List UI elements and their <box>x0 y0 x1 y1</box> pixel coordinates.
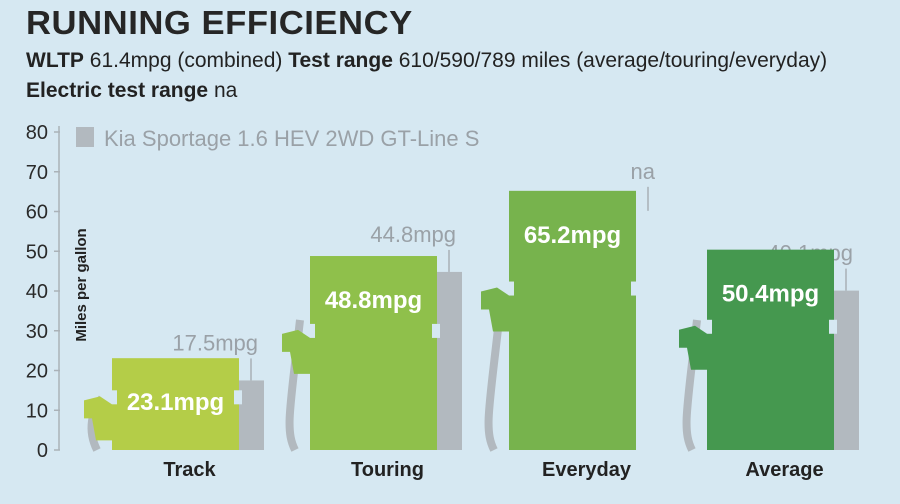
comparison-value-label: 44.8mpg <box>370 222 456 247</box>
y-tick-label: 20 <box>26 361 48 383</box>
y-tick-label: 10 <box>26 400 48 422</box>
comparison-value-label: 17.5mpg <box>172 330 258 355</box>
legend-swatch <box>76 127 94 147</box>
bar <box>112 358 239 450</box>
bar-group-touring: 44.8mpg 48.8mpg Touring <box>282 222 462 481</box>
pump-notch <box>432 323 440 338</box>
y-tick-label: 60 <box>26 202 48 224</box>
bar-value-label: 23.1mpg <box>127 389 224 416</box>
comparison-value-label: na <box>631 159 656 184</box>
fuel-nozzle-icon <box>679 325 707 370</box>
y-tick-label: 80 <box>26 122 48 144</box>
y-tick-label: 0 <box>37 440 48 462</box>
bar <box>310 256 437 450</box>
wltp-value: 61.4mpg (combined) <box>89 49 283 72</box>
bar-value-label: 48.8mpg <box>325 287 422 314</box>
range-label: Test range <box>288 49 393 72</box>
y-axis: 0 10 20 30 40 50 60 70 80 <box>26 122 60 462</box>
bar-group-track: 17.5mpg 23.1mpg Track <box>84 330 264 481</box>
range-value: 610/590/789 miles (average/touring/every… <box>398 49 828 72</box>
electric-label: Electric test range <box>26 79 209 102</box>
bar-value-label: 65.2mpg <box>524 222 621 249</box>
y-axis-label: Miles per gallon <box>73 228 90 341</box>
pump-notch <box>631 281 639 296</box>
fuel-nozzle-icon <box>481 287 509 332</box>
pump-notch <box>307 323 315 338</box>
chart-title: RUNNING EFFICIENCY <box>26 4 413 41</box>
wltp-label: WLTP <box>26 49 84 72</box>
category-label: Track <box>163 459 216 481</box>
pump-notch <box>234 390 242 405</box>
pump-hose-icon <box>484 319 503 452</box>
fuel-nozzle-icon <box>282 329 310 374</box>
category-label: Average <box>745 459 823 481</box>
y-tick-label: 50 <box>26 241 48 263</box>
pump-notch <box>829 319 837 334</box>
fuel-nozzle-icon <box>84 396 112 441</box>
y-tick-label: 40 <box>26 281 48 303</box>
category-label: Everyday <box>542 459 632 481</box>
y-tick-label: 70 <box>26 162 48 184</box>
category-label: Touring <box>351 459 424 481</box>
y-tick-label: 30 <box>26 321 48 343</box>
bar <box>509 190 636 450</box>
bar-value-label: 50.4mpg <box>722 281 819 308</box>
pump-notch <box>109 390 117 405</box>
bar-group-everyday: na 65.2mpg Everyday <box>481 159 656 481</box>
pump-notch <box>506 281 514 296</box>
bar <box>707 249 834 450</box>
chart-subtitle: WLTP 61.4mpg (combined) Test range 610/5… <box>26 46 886 106</box>
legend-label: Kia Sportage 1.6 HEV 2WD GT-Line S <box>104 126 479 151</box>
pump-notch <box>704 319 712 334</box>
electric-value: na <box>213 79 238 102</box>
